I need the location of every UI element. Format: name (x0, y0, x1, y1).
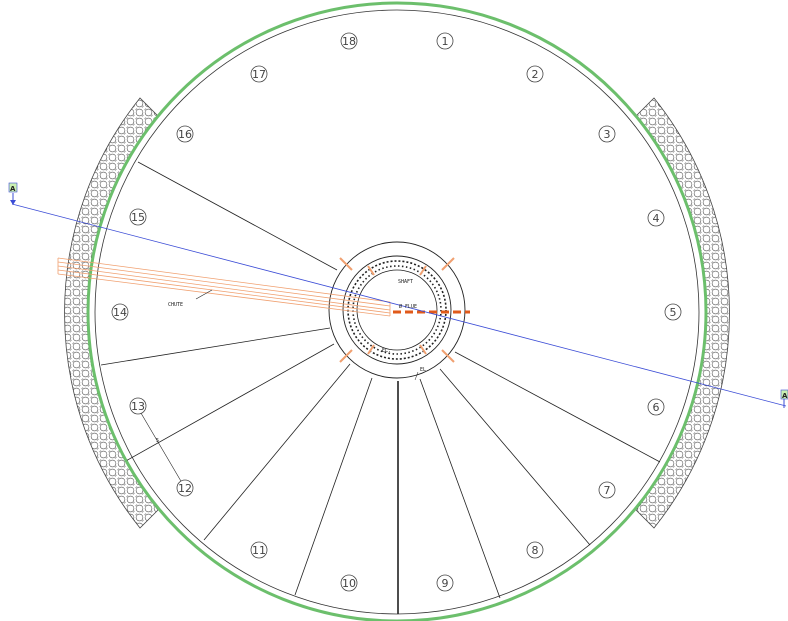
bay-numbers: 1 2 3 4 5 6 7 8 9 10 11 12 13 14 15 16 1… (111, 32, 682, 592)
bay-number-label: 11 (252, 544, 266, 557)
center-label-3: EL. (382, 348, 391, 354)
bay-number-11: 11 (250, 541, 268, 559)
bay-number-4: 4 (647, 209, 665, 227)
bay-number-14: 14 (111, 303, 129, 321)
bay-number-label: 13 (131, 400, 145, 413)
bay-number-10: 10 (340, 574, 358, 592)
center-label-4: EL. (420, 367, 429, 373)
bay-number-label: 9 (442, 577, 449, 590)
bay-number-6: 6 (647, 398, 665, 416)
central-hub (328, 241, 470, 379)
center-label-2: Ø FLUE (399, 303, 417, 310)
section-marker-left: A (8, 182, 18, 205)
bay-number-label: 6 (653, 401, 660, 414)
bay-number-8: 8 (526, 541, 544, 559)
bay-number-label: 15 (131, 211, 145, 224)
bay-number-3: 3 (598, 125, 616, 143)
bay-number-7: 7 (598, 481, 616, 499)
bay-number-16: 16 (176, 125, 194, 143)
bay-number-label: 18 (342, 35, 356, 48)
bay-number-1: 1 (436, 32, 454, 50)
bay-number-label: 14 (113, 306, 127, 319)
bay-number-label: 17 (252, 68, 266, 81)
bay-number-label: 3 (604, 128, 611, 141)
center-labels: SHAFT Ø FLUE EL. EL. (382, 279, 429, 381)
section-marker-left-label: A (10, 185, 16, 193)
callout: CHUTE 5 (137, 289, 213, 489)
radial-partitions (100, 161, 661, 614)
section-marker-right: A (780, 389, 788, 408)
bay-number-label: 1 (442, 35, 449, 48)
bay-number-label: 2 (532, 68, 539, 81)
bay-number-label: 7 (604, 484, 611, 497)
bay-number-label: 4 (653, 212, 660, 225)
bay-number-18: 18 (340, 32, 358, 50)
dimension-text: 5 (156, 438, 159, 444)
conveyor-duct (57, 257, 391, 317)
bay-number-9: 9 (436, 574, 454, 592)
bay-number-5: 5 (664, 303, 682, 321)
inner-wall-ring (94, 9, 700, 615)
section-marker-right-label: A (782, 392, 788, 400)
section-line (11, 203, 787, 407)
bay-number-label: 10 (342, 577, 356, 590)
bay-number-label: 5 (670, 306, 677, 319)
bay-number-13: 13 (129, 397, 147, 415)
bay-number-2: 2 (526, 65, 544, 83)
bay-number-12: 12 (176, 479, 194, 497)
bay-number-label: 16 (178, 128, 192, 141)
bay-number-15: 15 (129, 208, 147, 226)
callout-label: CHUTE (168, 302, 183, 308)
bay-number-label: 8 (532, 544, 539, 557)
bay-number-label: 12 (178, 482, 192, 495)
bay-number-17: 17 (250, 65, 268, 83)
center-label-1: SHAFT (398, 279, 413, 285)
